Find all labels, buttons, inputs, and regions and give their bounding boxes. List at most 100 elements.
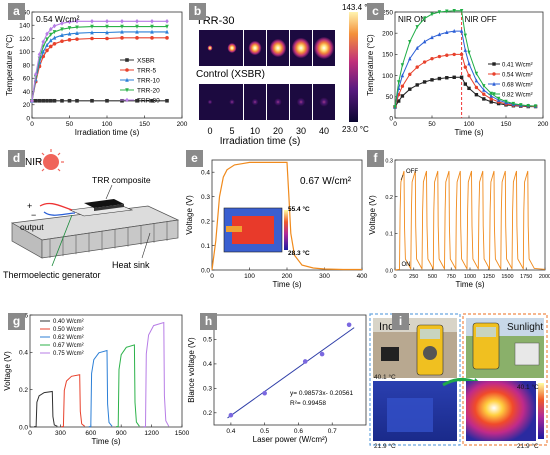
- point-c-3: [459, 9, 464, 13]
- x-tick-label-f: 750: [447, 274, 456, 280]
- point-c-3: [452, 9, 456, 13]
- legend-label-g-1: 0.50 W/cm²: [53, 327, 84, 333]
- x-tick-label-c: 50: [428, 121, 436, 128]
- point-a-2: [75, 30, 79, 35]
- point-c-1: [408, 72, 412, 77]
- x-tick-label-c: 100: [464, 121, 475, 128]
- inset-wire: [226, 226, 242, 232]
- point-c-3: [397, 80, 401, 85]
- x-tick-label-e: 200: [282, 273, 293, 280]
- y-tick-label-c: 200: [382, 31, 393, 38]
- x-tick-label-g: 600: [85, 430, 96, 437]
- y-tick-label-e: 0.3: [201, 194, 210, 201]
- x-tick-label-e: 300: [319, 273, 330, 280]
- annotation-e: 0.67 W/cm²: [300, 176, 352, 187]
- annotation-off: OFF: [406, 169, 418, 175]
- series-a-0: [30, 98, 169, 103]
- point-a-4: [135, 18, 139, 24]
- hotspot-trr30: [314, 37, 334, 59]
- x-tick-label-c: 0: [393, 121, 397, 128]
- point-c-2: [474, 78, 479, 83]
- point-a-2: [48, 38, 53, 43]
- voltage-chart-e: 0 100 200 300 400 0.0 0.1 0.2 0.3 0.4 Time (s) Volt…: [185, 159, 368, 289]
- teg-schematic: NIR TRR composite + − output Thermoelect…: [3, 149, 180, 280]
- point-c-3: [511, 101, 516, 106]
- y-tick-label-f: 0.2: [385, 195, 393, 201]
- point-c-0: [474, 92, 479, 97]
- point-a-1: [90, 36, 94, 41]
- point-c-0: [463, 82, 467, 86]
- point-c-3: [519, 103, 523, 108]
- point-a-3: [52, 30, 57, 35]
- teg-device-indoor: [381, 347, 399, 361]
- point-c-2: [445, 30, 449, 35]
- hotspot-control: [319, 97, 329, 107]
- legend-label-a-0: XSBR: [137, 58, 155, 65]
- data-point-h: [319, 351, 325, 357]
- x-axis-title-e: Time (s): [272, 280, 301, 289]
- point-a-4: [105, 18, 109, 24]
- x-axis-title-c: Time (s): [454, 128, 483, 137]
- point-a-1: [48, 44, 53, 49]
- point-c-0: [459, 75, 464, 79]
- colorbar-max-label: 143.4 °C: [342, 3, 373, 12]
- minus-sign: −: [31, 210, 36, 220]
- teg-label: Thermoelectic generator: [3, 270, 101, 280]
- point-c-3: [422, 16, 427, 21]
- y-tick-label-a: 20: [23, 102, 31, 109]
- voltage-line-g-3: [116, 344, 140, 428]
- trr-composite-block: [84, 199, 124, 208]
- x-tick-label-g: 1500: [175, 430, 190, 437]
- x-tick-label-g: 0: [28, 430, 32, 437]
- point-c-0: [467, 86, 471, 91]
- multimeter-display: [420, 329, 440, 339]
- hotspot-trr30: [269, 38, 287, 58]
- point-a-0: [45, 98, 49, 103]
- legend-marker-a-2: [125, 77, 129, 82]
- plot-frame-g: [29, 314, 183, 428]
- data-point-h: [346, 322, 352, 328]
- point-a-3: [48, 32, 53, 37]
- y-axis-title-e: Voltage (V): [185, 195, 194, 235]
- point-c-0: [415, 83, 419, 87]
- y-tick-label-e: 0.2: [201, 218, 210, 225]
- x-tick-label-h: 0.5: [260, 428, 269, 435]
- y-tick-label-g: 0.2: [19, 387, 28, 394]
- heatsink-pointer: [141, 232, 151, 259]
- point-a-1: [105, 36, 109, 41]
- point-c-1: [489, 97, 493, 101]
- x-tick-label-f: 500: [428, 274, 437, 280]
- point-a-1: [67, 38, 72, 42]
- thermal-images-b: TRR-30 Control (XSBR) 143.4 °C 23.0 °C 0…: [196, 3, 373, 147]
- y-tick-label-c: 0: [389, 115, 393, 122]
- panel-f: f 0 250 500 750 1000 1250 1500 1750 2000 0.0 0.1 0.…: [365, 148, 550, 298]
- line-c-3: [394, 10, 536, 108]
- y-tick-label-g: 0.4: [19, 350, 28, 357]
- point-a-4: [150, 18, 154, 24]
- line-a-2: [31, 31, 167, 101]
- data-point-h: [228, 412, 234, 418]
- point-a-0: [60, 98, 64, 103]
- y-tick-label-a: 40: [23, 89, 31, 96]
- y-tick-label-a: 120: [19, 36, 30, 43]
- point-c-2: [463, 47, 467, 52]
- point-a-0: [105, 98, 109, 103]
- x-tick-label-f: 0: [393, 274, 396, 280]
- point-c-0: [430, 78, 434, 82]
- y-tick-label-a: 100: [19, 49, 30, 56]
- legend-label-a-3: TRR-20: [137, 88, 160, 95]
- point-c-1: [422, 60, 427, 64]
- x-axis-title-b: Irradiation time (s): [220, 136, 301, 147]
- point-c-2: [437, 32, 442, 37]
- panel-b: b TRR-30 Control (XS: [185, 0, 375, 148]
- x-axis-title-g: Time (s): [91, 437, 120, 446]
- panel-d: d NIR TRR composite + − output Thermoele…: [0, 148, 185, 298]
- hotspot-trr30: [227, 43, 237, 53]
- panel-h: h 0.4 0.5 0.6 0.7 0.2 0.3 0.4 0.5 Laser power (W…: [182, 303, 372, 450]
- voltage-line-g-1: [61, 374, 86, 428]
- plot-frame-h: [213, 314, 367, 426]
- teg-device-sun: [514, 342, 540, 366]
- x-tick-label-f: 1250: [483, 274, 495, 280]
- x-tick-label-e: 100: [244, 273, 255, 280]
